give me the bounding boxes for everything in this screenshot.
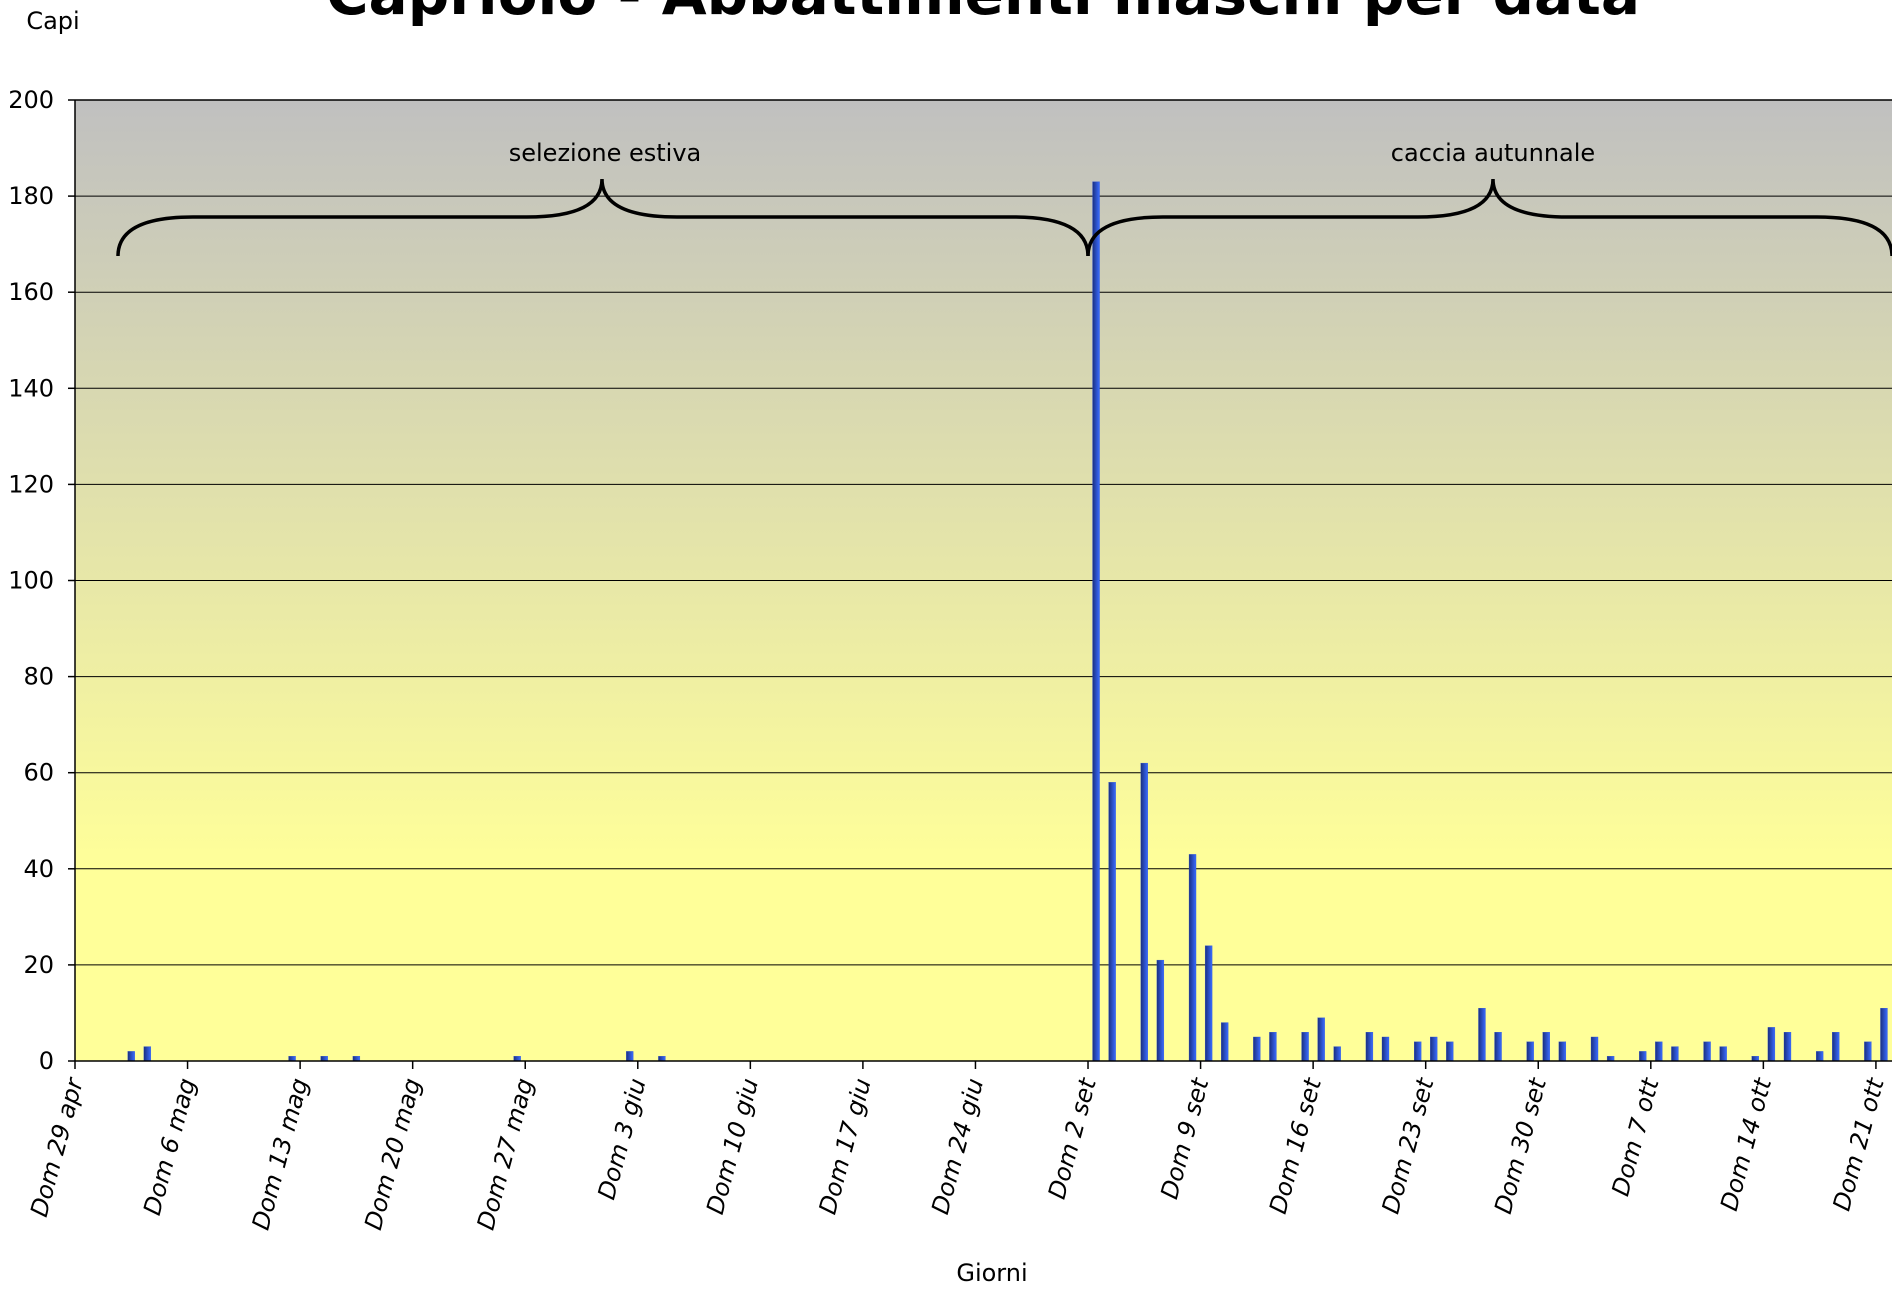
bar (1204, 945, 1213, 1062)
bar (1317, 1017, 1325, 1062)
bar (1414, 1041, 1422, 1062)
bar (1253, 1036, 1261, 1062)
x-tick-label: Dom 2 set (1043, 1074, 1102, 1202)
x-tick-label: Dom 3 giu (592, 1075, 651, 1202)
bar (1590, 1036, 1599, 1062)
x-tick-label: Dom 23 set (1376, 1074, 1439, 1217)
y-tick-label: 160 (8, 278, 54, 306)
bar (1381, 1036, 1390, 1062)
bar (1703, 1041, 1711, 1062)
y-tick-label: 120 (8, 470, 54, 498)
annotation: caccia autunnale (1391, 139, 1595, 167)
bar (1880, 1007, 1888, 1062)
y-tick-label: 180 (8, 182, 54, 210)
bar (1365, 1032, 1374, 1062)
x-tick-label: Dom 13 mag (247, 1075, 314, 1233)
x-tick-label: Dom 7 ott (1606, 1074, 1665, 1199)
bar (1767, 1027, 1776, 1062)
x-tick-label: Dom 14 ott (1715, 1074, 1778, 1214)
x-tick-label: Dom 10 giu (701, 1075, 764, 1217)
x-tick-label: Dom 6 mag (138, 1075, 201, 1218)
brace (116, 178, 1090, 257)
bar (626, 1051, 634, 1062)
bar (1221, 1022, 1229, 1062)
x-tick-label: Dom 9 set (1155, 1074, 1214, 1202)
bar (1188, 854, 1197, 1062)
y-tick-label: 100 (8, 567, 54, 595)
x-tick-label: Dom 24 giu (926, 1075, 989, 1217)
y-tick-label: 80 (23, 663, 54, 691)
brace (1086, 178, 1892, 257)
x-tick-label: Dom 16 set (1264, 1074, 1327, 1217)
bar (1333, 1046, 1341, 1062)
bar (1864, 1041, 1872, 1062)
annotation: selezione estiva (509, 139, 702, 167)
y-axis-label: Capi (26, 7, 79, 35)
bar (1140, 762, 1148, 1062)
bar (1156, 959, 1165, 1062)
bar (1269, 1032, 1277, 1062)
bar (1494, 1032, 1502, 1062)
bar (127, 1051, 135, 1062)
bar (1301, 1032, 1309, 1062)
y-tick-label: 140 (8, 374, 54, 402)
bar (1542, 1032, 1550, 1062)
bar (1719, 1046, 1727, 1062)
bar (1815, 1051, 1824, 1062)
x-tick-label: Dom 20 mag (359, 1075, 426, 1233)
bar (1671, 1046, 1679, 1062)
x-axis-label: Giorni (956, 1259, 1027, 1287)
x-tick-label: Dom 27 mag (472, 1075, 539, 1233)
x-tick-label: Dom 17 giu (814, 1075, 877, 1217)
bar (1430, 1036, 1438, 1062)
bar (1108, 782, 1116, 1062)
x-tick-label: Dom 21 ott (1828, 1074, 1891, 1214)
y-tick-label: 200 (8, 86, 54, 114)
y-tick-label: 0 (39, 1047, 54, 1075)
bar (1446, 1041, 1454, 1062)
bar (1558, 1041, 1567, 1062)
y-tick-label: 20 (23, 951, 54, 979)
y-tick-label: 60 (23, 759, 54, 787)
bar (1526, 1041, 1534, 1062)
bar (1783, 1032, 1792, 1062)
bar (1478, 1007, 1486, 1062)
bar (1655, 1041, 1663, 1062)
bar (1639, 1051, 1647, 1062)
bar (143, 1046, 152, 1062)
chart-title: Capriolo - Abbattimenti maschi per data (326, 0, 1640, 28)
y-tick-label: 40 (23, 855, 54, 883)
x-tick-label: Dom 29 apr (25, 1073, 89, 1220)
x-tick-label: Dom 30 set (1489, 1074, 1552, 1217)
bar (1832, 1032, 1840, 1062)
bar (1092, 181, 1100, 1062)
